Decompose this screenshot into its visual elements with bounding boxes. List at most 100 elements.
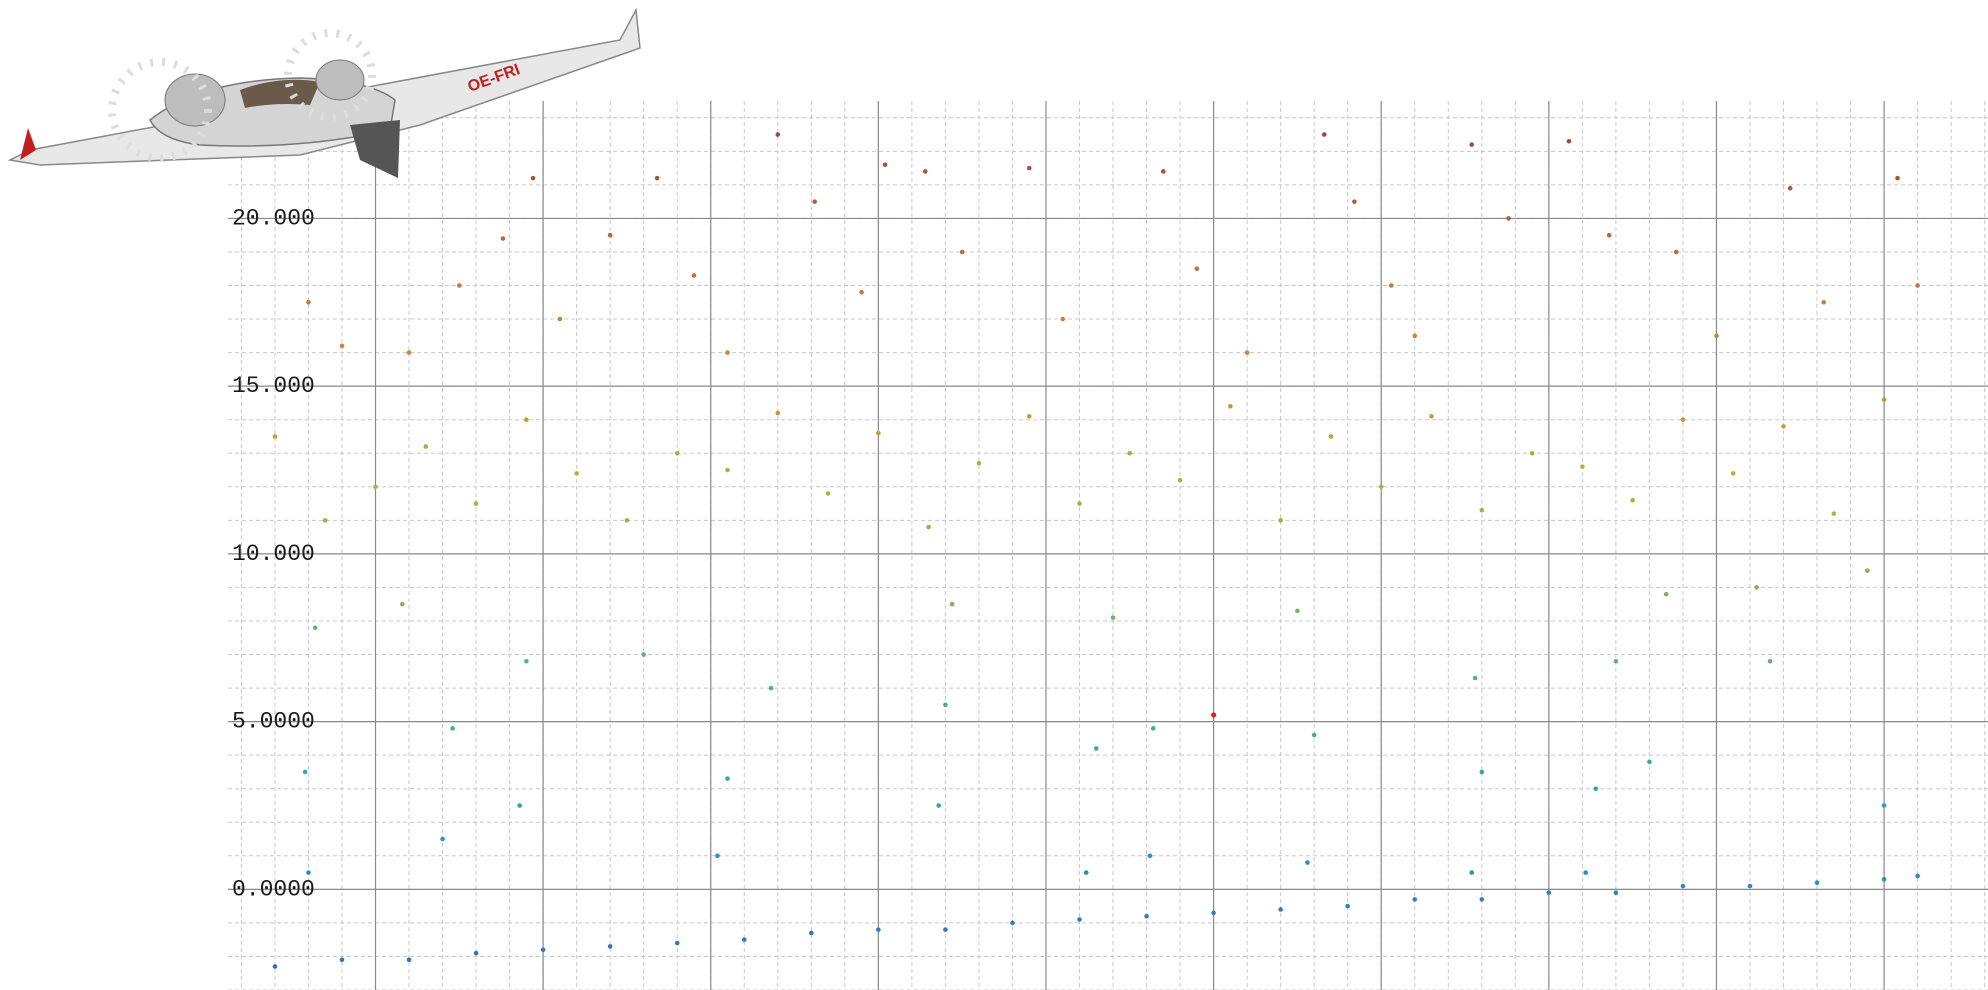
point xyxy=(812,199,817,204)
point xyxy=(1228,404,1233,409)
point xyxy=(1768,659,1773,664)
point xyxy=(1479,897,1484,902)
point xyxy=(1211,911,1216,916)
point xyxy=(1161,169,1166,174)
engine xyxy=(165,74,225,126)
point xyxy=(1060,317,1065,322)
point xyxy=(1630,498,1635,503)
point xyxy=(457,283,462,288)
point xyxy=(517,803,522,808)
point xyxy=(1111,615,1116,620)
point xyxy=(1506,216,1511,221)
point xyxy=(1580,464,1585,469)
point xyxy=(1010,921,1015,926)
point xyxy=(1865,568,1870,573)
point xyxy=(1151,726,1156,731)
point xyxy=(1714,334,1719,339)
point xyxy=(775,132,780,137)
point xyxy=(1412,897,1417,902)
point xyxy=(960,250,965,255)
point xyxy=(1295,609,1300,614)
point xyxy=(407,350,412,355)
point xyxy=(1305,860,1310,865)
point xyxy=(574,471,579,476)
point xyxy=(1469,142,1474,147)
point xyxy=(943,927,948,932)
point xyxy=(809,931,814,936)
point xyxy=(474,951,479,956)
point xyxy=(1412,334,1417,339)
point xyxy=(692,273,697,278)
point xyxy=(775,411,780,416)
point xyxy=(450,726,455,731)
point xyxy=(1084,870,1089,875)
point xyxy=(769,686,774,691)
point xyxy=(1607,233,1612,238)
point xyxy=(1077,917,1082,922)
point xyxy=(1329,434,1334,439)
point xyxy=(1195,266,1200,271)
point xyxy=(501,236,506,241)
point xyxy=(675,941,680,946)
point xyxy=(323,518,328,523)
point xyxy=(1127,451,1132,456)
point xyxy=(1681,884,1686,889)
point xyxy=(313,625,318,630)
point xyxy=(1815,880,1820,885)
point xyxy=(1882,397,1887,402)
point xyxy=(1530,451,1535,456)
point xyxy=(1567,139,1572,144)
point xyxy=(531,176,536,181)
point xyxy=(725,468,730,473)
point xyxy=(541,947,546,952)
point xyxy=(1245,350,1250,355)
point xyxy=(524,659,529,664)
point xyxy=(1882,877,1887,882)
point xyxy=(1681,417,1686,422)
point xyxy=(1614,890,1619,895)
aircraft-illustration: OE-FRI xyxy=(10,10,640,178)
y-tick-label: 5.0000 xyxy=(232,709,315,735)
point xyxy=(742,937,747,942)
point xyxy=(1674,250,1679,255)
point xyxy=(306,300,311,305)
point xyxy=(1148,854,1153,859)
point xyxy=(826,491,831,496)
point xyxy=(977,461,982,466)
point xyxy=(273,964,278,969)
point xyxy=(1144,914,1149,919)
point xyxy=(943,703,948,708)
point xyxy=(400,602,405,607)
point xyxy=(641,652,646,657)
point xyxy=(1593,786,1598,791)
y-tick-label: 10.000 xyxy=(232,541,315,567)
y-axis-labels: 0.00005.000010.00015.00020.000 xyxy=(232,205,315,902)
point xyxy=(303,770,308,775)
point xyxy=(1754,585,1759,590)
point xyxy=(1322,132,1327,137)
point xyxy=(1831,511,1836,516)
y-tick-label: 15.000 xyxy=(232,373,315,399)
point xyxy=(1027,166,1032,171)
point xyxy=(1647,760,1652,765)
point xyxy=(1731,471,1736,476)
point xyxy=(1547,890,1552,895)
point xyxy=(1781,424,1786,429)
point xyxy=(936,803,941,808)
point xyxy=(1027,414,1032,419)
point xyxy=(725,776,730,781)
point xyxy=(625,518,630,523)
point xyxy=(950,602,955,607)
point xyxy=(1915,874,1920,879)
point xyxy=(725,350,730,355)
point xyxy=(474,501,479,506)
point xyxy=(1389,283,1394,288)
point xyxy=(1479,508,1484,513)
point xyxy=(1882,803,1887,808)
point xyxy=(1469,870,1474,875)
point xyxy=(1664,592,1669,597)
point xyxy=(675,451,680,456)
point xyxy=(1345,904,1350,909)
point xyxy=(655,176,660,181)
point xyxy=(876,431,881,436)
